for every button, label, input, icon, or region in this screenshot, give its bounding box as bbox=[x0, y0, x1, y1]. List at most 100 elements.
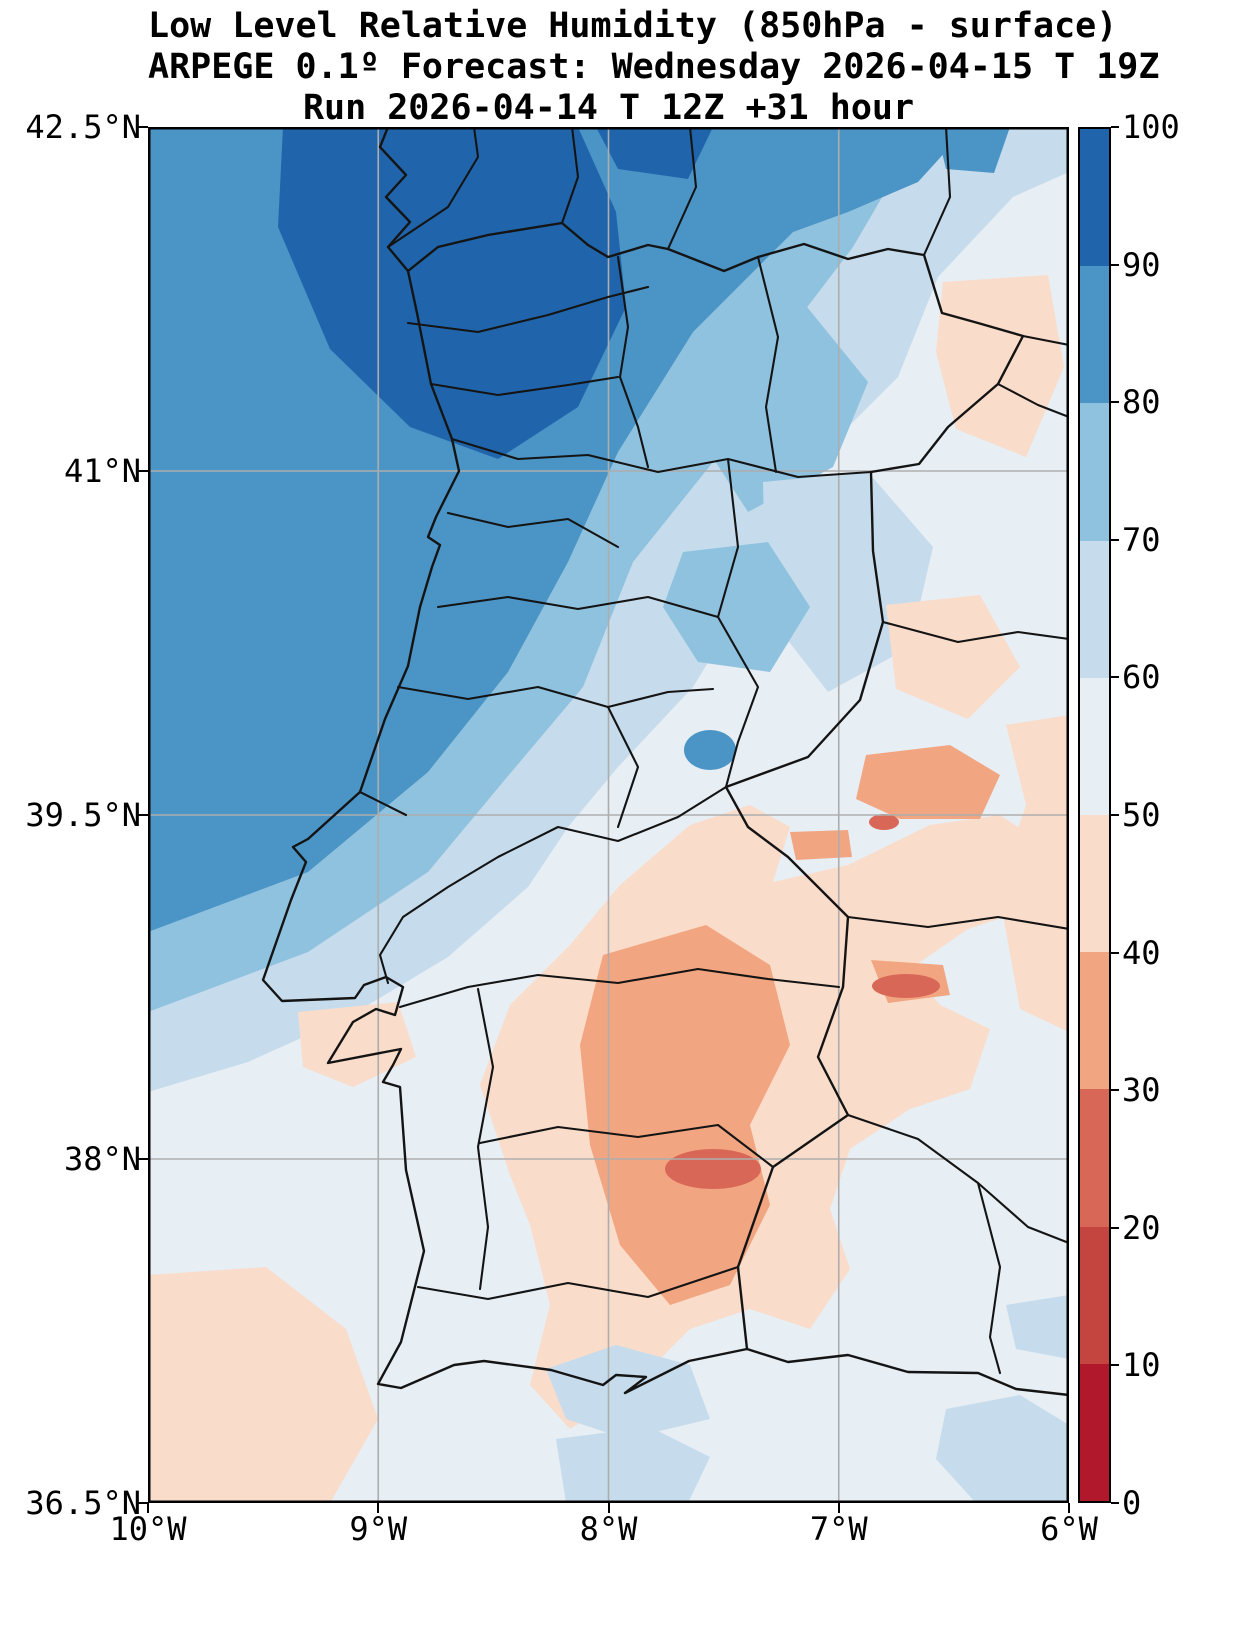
lat-tick-mark bbox=[138, 814, 148, 816]
contour-region-70-80 bbox=[693, 302, 868, 512]
colorbar-segment-90-100 bbox=[1080, 129, 1109, 267]
contour-region-80-90 bbox=[684, 730, 736, 770]
lat-tick-label: 36.5°N bbox=[25, 1484, 141, 1522]
colorbar-segment-70-80 bbox=[1080, 403, 1109, 541]
province-boundary-path bbox=[996, 382, 1069, 419]
district-boundary-path bbox=[716, 457, 760, 789]
lat-tick-mark bbox=[138, 470, 148, 472]
colorbar-tick-label: 80 bbox=[1122, 383, 1161, 422]
colorbar-tick-mark bbox=[1111, 676, 1119, 679]
colorbar-segment-40-50 bbox=[1080, 815, 1109, 953]
colorbar-tick-label: 30 bbox=[1122, 1071, 1161, 1110]
colorbar-tick-label: 100 bbox=[1122, 108, 1180, 146]
colorbar-tick-mark bbox=[1111, 951, 1119, 954]
contour-region-60-70 bbox=[1006, 1295, 1069, 1359]
colorbar-tick-mark bbox=[1111, 1364, 1119, 1367]
contour-region-30-40 bbox=[856, 745, 1000, 819]
province-boundary-path bbox=[1021, 334, 1069, 347]
map-plot-area bbox=[148, 127, 1069, 1503]
colorbar-tick-mark bbox=[1111, 1502, 1119, 1504]
contour-region-40-50 bbox=[148, 1267, 378, 1503]
contour-region-40-50 bbox=[298, 1002, 416, 1087]
lon-tick-label: 7°W bbox=[809, 1510, 868, 1548]
colorbar-tick-label: 60 bbox=[1122, 658, 1161, 697]
colorbar-tick-label: 20 bbox=[1122, 1208, 1161, 1247]
lon-tick-label: 8°W bbox=[579, 1510, 638, 1548]
contour-region-90-100 bbox=[278, 127, 626, 459]
lat-tick-label: 41°N bbox=[63, 452, 141, 490]
colorbar-segment-60-70 bbox=[1080, 540, 1109, 678]
figure-title-block: Low Level Relative Humidity (850hPa - su… bbox=[148, 6, 1160, 129]
lon-tick-mark bbox=[837, 1503, 840, 1513]
lon-tick-mark bbox=[1068, 1503, 1070, 1513]
colorbar-tick-mark bbox=[1111, 1226, 1119, 1229]
colorbar-tick-mark bbox=[1111, 814, 1119, 816]
colorbar-segment-50-60 bbox=[1080, 677, 1109, 816]
contour-region-90-100 bbox=[596, 127, 713, 179]
lat-tick-mark bbox=[138, 126, 148, 128]
district-boundary-path bbox=[396, 685, 715, 709]
province-boundary-path bbox=[386, 127, 480, 249]
district-boundary-path bbox=[378, 785, 728, 985]
contour-region-60-70 bbox=[936, 1395, 1069, 1503]
district-boundary-path bbox=[450, 437, 873, 479]
lat-tick-mark bbox=[138, 1502, 148, 1504]
lon-tick-label: 6°W bbox=[1040, 1510, 1098, 1548]
district-boundary-path bbox=[429, 375, 620, 397]
district-boundary-path bbox=[756, 255, 780, 474]
colorbar-tick-label: 50 bbox=[1122, 796, 1161, 834]
colorbar-tick-mark bbox=[1111, 126, 1119, 128]
district-boundary-path bbox=[436, 595, 720, 619]
province-boundary-path bbox=[922, 127, 952, 257]
colorbar-segment-80-90 bbox=[1080, 266, 1109, 404]
title-line-2: ARPEGE 0.1º Forecast: Wednesday 2026-04-… bbox=[148, 47, 1160, 87]
district-boundary-path bbox=[476, 987, 495, 1291]
colorbar-tick-mark bbox=[1111, 401, 1119, 404]
contour-region-20-30 bbox=[872, 974, 940, 998]
district-boundary-path bbox=[616, 255, 650, 469]
contour-region-70-80 bbox=[663, 542, 810, 672]
district-boundary-path bbox=[398, 967, 841, 1009]
title-line-3: Run 2026-04-14 T 12Z +31 hour bbox=[302, 88, 915, 128]
district-boundary-path bbox=[406, 285, 650, 334]
colorbar-segment-20-30 bbox=[1080, 1089, 1109, 1227]
lon-tick-mark bbox=[607, 1503, 610, 1513]
colorbar-tick-label: 0 bbox=[1122, 1484, 1142, 1522]
colorbar-segment-30-40 bbox=[1080, 952, 1109, 1090]
coastline-path bbox=[261, 127, 1069, 1397]
colorbar-tick-mark bbox=[1111, 263, 1119, 266]
lon-tick-label: 10°W bbox=[109, 1510, 187, 1548]
district-boundary-path bbox=[606, 705, 640, 829]
colorbar-tick-label: 70 bbox=[1122, 520, 1161, 559]
admin-boundaries-layer bbox=[261, 127, 1069, 1397]
district-boundary-path bbox=[358, 790, 408, 817]
lat-tick-label: 38°N bbox=[63, 1140, 141, 1178]
lat-tick-mark bbox=[138, 1158, 148, 1160]
contour-region-20-30 bbox=[665, 1149, 761, 1189]
district-boundary-path bbox=[446, 511, 620, 549]
title-line-1: Low Level Relative Humidity (850hPa - su… bbox=[148, 6, 1118, 46]
humidity-map-svg bbox=[148, 127, 1069, 1503]
colorbar-segment-10-20 bbox=[1080, 1226, 1109, 1364]
lon-tick-mark bbox=[377, 1503, 380, 1513]
lon-tick-label: 9°W bbox=[349, 1510, 408, 1548]
district-boundary-path bbox=[478, 1123, 775, 1169]
contour-region-40-50 bbox=[886, 595, 1020, 719]
colorbar-tick-label: 90 bbox=[1122, 245, 1161, 284]
lon-tick-mark bbox=[147, 1503, 149, 1513]
lat-tick-label: 39.5°N bbox=[25, 796, 141, 834]
colorbar-tick-label: 40 bbox=[1122, 933, 1161, 972]
contour-region-60-70 bbox=[556, 1427, 710, 1503]
province-boundary-path bbox=[560, 127, 580, 225]
contour-region-30-40 bbox=[790, 830, 852, 860]
colorbar-segments bbox=[1080, 129, 1109, 1502]
map-frame-border bbox=[148, 127, 1069, 1503]
colorbar-tick-mark bbox=[1111, 538, 1119, 541]
province-boundary-path bbox=[846, 915, 1069, 931]
province-boundary-path bbox=[666, 127, 698, 251]
province-boundary-path bbox=[976, 1181, 1002, 1375]
district-boundary-path bbox=[416, 1265, 740, 1301]
province-boundary-path bbox=[881, 620, 1069, 644]
colorbar bbox=[1078, 127, 1111, 1503]
